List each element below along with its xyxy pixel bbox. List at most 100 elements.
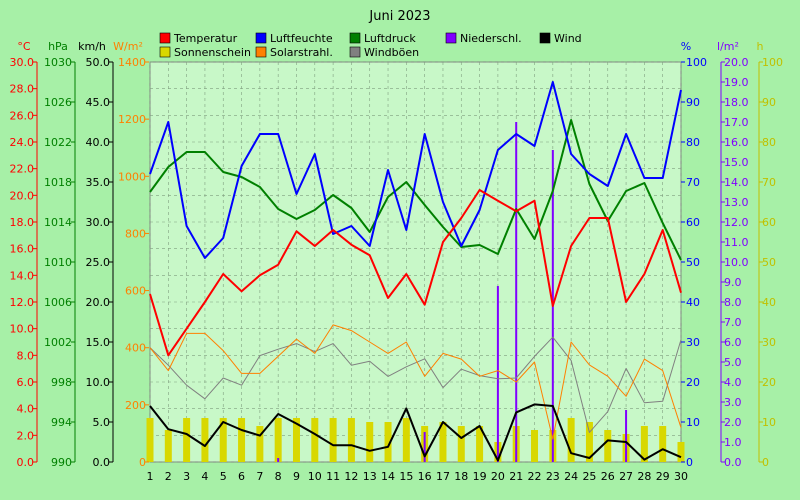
x-tick-label: 26	[601, 470, 615, 483]
tick-label-rain: 1.0	[724, 436, 742, 449]
tick-label-sun: 90	[762, 96, 776, 109]
bar-series	[146, 122, 685, 462]
legend-label: Luftdruck	[364, 32, 416, 45]
x-tick-label: 19	[473, 470, 487, 483]
sunshine-bar	[585, 422, 593, 462]
temperature-line	[149, 189, 682, 357]
tick-label-rad: 1200	[118, 113, 146, 126]
rain-bar	[277, 458, 280, 462]
sunshine-bar	[183, 418, 191, 462]
sunshine-bar	[274, 418, 282, 462]
tick-label-wind: 15.0	[86, 336, 111, 349]
solar-line	[149, 324, 682, 440]
x-tick-label: 29	[656, 470, 670, 483]
unit-label-press: hPa	[48, 40, 68, 53]
tick-label-wind: 10.0	[86, 376, 111, 389]
sunshine-bar	[659, 426, 667, 462]
unit-label-rain: l/m²	[717, 40, 739, 53]
sunshine-bar	[219, 418, 227, 462]
sunshine-bar	[292, 418, 300, 462]
grid	[149, 61, 682, 463]
tick-label-rad: 0	[139, 456, 146, 469]
tick-label-press: 1026	[44, 96, 72, 109]
tick-label-wind: 35.0	[86, 176, 111, 189]
sunshine-bar	[366, 422, 374, 462]
tick-label-temp: 0.0	[17, 456, 35, 469]
tick-label-sun: 20	[762, 376, 776, 389]
tick-label-temp: 6.0	[17, 376, 35, 389]
sunshine-bar	[164, 430, 172, 462]
tick-label-rain: 16.0	[724, 136, 749, 149]
tick-label-press: 990	[51, 456, 72, 469]
wind-line	[149, 403, 682, 462]
x-tick-label: 23	[546, 470, 560, 483]
legend-label: Sonnenschein	[174, 46, 251, 59]
rain-bar	[496, 286, 499, 462]
tick-label-temp: 4.0	[17, 403, 35, 416]
tick-label-sun: 70	[762, 176, 776, 189]
unit-label-wind: km/h	[78, 40, 106, 53]
tick-label-hum: 30	[686, 336, 700, 349]
tick-label-press: 1014	[44, 216, 72, 229]
axis-unit-labels: °C hPa km/h W/m²% l/m² h	[17, 40, 763, 53]
legend-swatch	[255, 46, 267, 58]
x-tick-label: 24	[564, 470, 578, 483]
sunshine-bar	[677, 442, 685, 462]
legend-item: Niederschl.	[445, 32, 522, 45]
humidity-line	[149, 81, 682, 259]
unit-label-sun: h	[757, 40, 764, 53]
tick-label-rain: 20.0	[724, 56, 749, 69]
tick-label-hum: 50	[686, 256, 700, 269]
x-tick-label: 3	[183, 470, 190, 483]
plot-area	[146, 61, 685, 463]
legend-swatch	[349, 46, 361, 58]
tick-label-wind: 20.0	[86, 296, 111, 309]
axes: 0.02.04.06.08.010.012.014.016.018.020.02…	[10, 56, 784, 483]
legend-item: Wind	[539, 32, 582, 45]
legend-item: Sonnenschein	[159, 46, 251, 59]
tick-label-sun: 50	[762, 256, 776, 269]
tick-label-hum: 20	[686, 376, 700, 389]
x-tick-label: 14	[381, 470, 395, 483]
tick-label-rain: 5.0	[724, 356, 742, 369]
legend-item: Windböen	[349, 46, 419, 59]
x-tick-label: 20	[491, 470, 505, 483]
tick-label-sun: 100	[762, 56, 783, 69]
sunshine-bar	[256, 426, 264, 462]
sunshine-bar	[476, 426, 484, 462]
x-tick-label: 25	[582, 470, 596, 483]
x-tick-label: 9	[293, 470, 300, 483]
legend-item: Solarstrahl.	[255, 46, 333, 59]
tick-label-press: 1006	[44, 296, 72, 309]
tick-label-rad: 1000	[118, 170, 146, 183]
tick-label-wind: 25.0	[86, 256, 111, 269]
legend-swatch	[159, 46, 171, 58]
sunshine-bar	[439, 422, 447, 462]
tick-label-hum: 70	[686, 176, 700, 189]
tick-label-hum: 40	[686, 296, 700, 309]
tick-label-wind: 40.0	[86, 136, 111, 149]
legend-swatch	[349, 32, 361, 44]
tick-label-rain: 12.0	[724, 216, 749, 229]
tick-label-press: 994	[51, 416, 72, 429]
plot-background	[149, 61, 682, 463]
sunshine-bar	[567, 418, 575, 462]
tick-label-temp: 24.0	[10, 136, 35, 149]
x-tick-label: 21	[509, 470, 523, 483]
x-tick-label: 11	[326, 470, 340, 483]
tick-label-press: 1022	[44, 136, 72, 149]
chart-title: Juni 2023	[368, 9, 430, 24]
rain-bar	[515, 122, 518, 462]
x-tick-label: 8	[275, 470, 282, 483]
tick-label-temp: 26.0	[10, 109, 35, 122]
tick-label-temp: 10.0	[10, 323, 35, 336]
tick-label-wind: 0.0	[93, 456, 111, 469]
sunshine-bar	[604, 430, 612, 462]
sunshine-bar	[329, 418, 337, 462]
tick-label-temp: 20.0	[10, 189, 35, 202]
tick-label-hum: 80	[686, 136, 700, 149]
tick-label-wind: 50.0	[86, 56, 111, 69]
tick-label-temp: 2.0	[17, 429, 35, 442]
sunshine-bar	[402, 418, 410, 462]
